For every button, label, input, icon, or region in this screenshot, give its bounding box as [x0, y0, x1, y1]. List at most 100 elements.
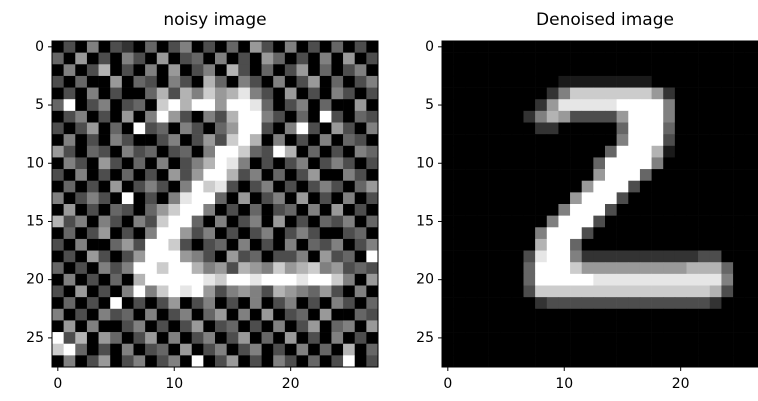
pixel	[203, 355, 215, 367]
pixel	[628, 146, 640, 158]
pixel	[75, 251, 87, 263]
pixel	[262, 309, 274, 321]
pixel	[122, 320, 134, 332]
pixel	[663, 181, 675, 193]
pixel	[535, 216, 547, 228]
pixel	[721, 286, 733, 298]
pixel	[640, 134, 652, 146]
pixel	[721, 157, 733, 169]
pixel	[168, 41, 180, 53]
pixel	[617, 123, 629, 135]
pixel	[652, 157, 664, 169]
pixel	[122, 297, 134, 309]
pixel	[250, 169, 262, 181]
pixel	[52, 227, 64, 239]
pixel	[570, 192, 582, 204]
pixel	[675, 216, 687, 228]
pixel	[355, 309, 367, 321]
pixel	[605, 76, 617, 88]
pixel	[489, 262, 501, 274]
pixel	[122, 181, 134, 193]
pixel	[285, 64, 297, 76]
pixel	[687, 239, 699, 251]
pixel	[331, 111, 343, 123]
pixel	[262, 286, 274, 298]
pixel	[698, 204, 710, 216]
pixel	[640, 192, 652, 204]
pixel	[628, 297, 640, 309]
pixel	[192, 227, 204, 239]
pixel	[227, 123, 239, 135]
pixel	[215, 297, 227, 309]
pixel	[628, 99, 640, 111]
pixel	[180, 134, 192, 146]
pixel	[203, 297, 215, 309]
pixel	[297, 320, 309, 332]
pixel	[477, 111, 489, 123]
pixel	[192, 134, 204, 146]
pixel	[285, 41, 297, 53]
pixel	[250, 204, 262, 216]
pixel	[238, 157, 250, 169]
pixel	[745, 99, 757, 111]
pixel	[442, 262, 454, 274]
pixel	[308, 344, 320, 356]
pixel	[157, 309, 169, 321]
pixel	[675, 274, 687, 286]
pixel	[157, 192, 169, 204]
pixel	[465, 53, 477, 65]
pixel	[122, 64, 134, 76]
pixel	[297, 181, 309, 193]
pixel	[87, 286, 99, 298]
pixel	[663, 309, 675, 321]
pixel	[698, 111, 710, 123]
pixel	[355, 76, 367, 88]
pixel	[640, 88, 652, 100]
pixel	[652, 251, 664, 263]
pixel	[465, 355, 477, 367]
pixel	[605, 157, 617, 169]
pixel	[617, 309, 629, 321]
pixel	[285, 239, 297, 251]
pixel	[628, 64, 640, 76]
pixel	[343, 320, 355, 332]
pixel	[87, 344, 99, 356]
pixel	[134, 332, 146, 344]
pixel	[250, 227, 262, 239]
pixel	[180, 76, 192, 88]
pixel	[110, 332, 122, 344]
pixel	[628, 355, 640, 367]
pixel	[366, 251, 378, 263]
pixel	[75, 111, 87, 123]
pixel	[64, 169, 76, 181]
pixel	[366, 169, 378, 181]
pixel	[64, 64, 76, 76]
pixel	[710, 204, 722, 216]
pixel	[168, 251, 180, 263]
y-tick-label: 5	[425, 97, 434, 113]
pixel	[710, 88, 722, 100]
pixel	[465, 76, 477, 88]
pixel	[570, 297, 582, 309]
pixel	[308, 297, 320, 309]
pixel	[320, 216, 332, 228]
pixel	[465, 216, 477, 228]
pixel	[366, 64, 378, 76]
pixel	[75, 320, 87, 332]
pixel	[273, 111, 285, 123]
pixel	[477, 227, 489, 239]
pixel	[535, 355, 547, 367]
pixel	[180, 157, 192, 169]
pixel	[745, 262, 757, 274]
pixel	[605, 181, 617, 193]
pixel	[524, 204, 536, 216]
pixel	[355, 251, 367, 263]
pixel	[262, 332, 274, 344]
pixel	[582, 111, 594, 123]
pixel	[227, 297, 239, 309]
pixel	[192, 146, 204, 158]
pixel	[512, 88, 524, 100]
pixel	[75, 297, 87, 309]
pixel	[477, 320, 489, 332]
pixel	[489, 355, 501, 367]
